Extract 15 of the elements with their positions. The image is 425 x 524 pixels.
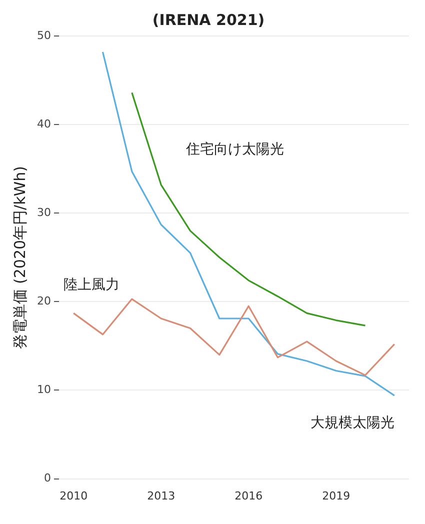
y-axis-title: 発電単価 (2020年円/kWh) xyxy=(10,166,29,349)
x-tick-label: 2016 xyxy=(234,489,263,502)
y-tick-label: 40 xyxy=(36,117,51,130)
y-tick-label: 30 xyxy=(36,206,51,219)
x-tick-label: 2019 xyxy=(322,489,350,502)
y-tick-label: 50 xyxy=(36,28,51,42)
y-tick-label: 0 xyxy=(44,472,51,485)
y-tick-label: 20 xyxy=(36,294,51,308)
y-tick-label: 10 xyxy=(36,383,51,396)
x-tick-label: 2010 xyxy=(60,489,88,502)
chart-title: (IRENA 2021) xyxy=(152,10,265,29)
text: 住宅向け太陽光 xyxy=(185,141,284,158)
x-tick-label: 2013 xyxy=(147,489,176,502)
series-label: 陸上風力 xyxy=(64,276,120,293)
series-label: 大規模太陽光 xyxy=(310,415,394,432)
